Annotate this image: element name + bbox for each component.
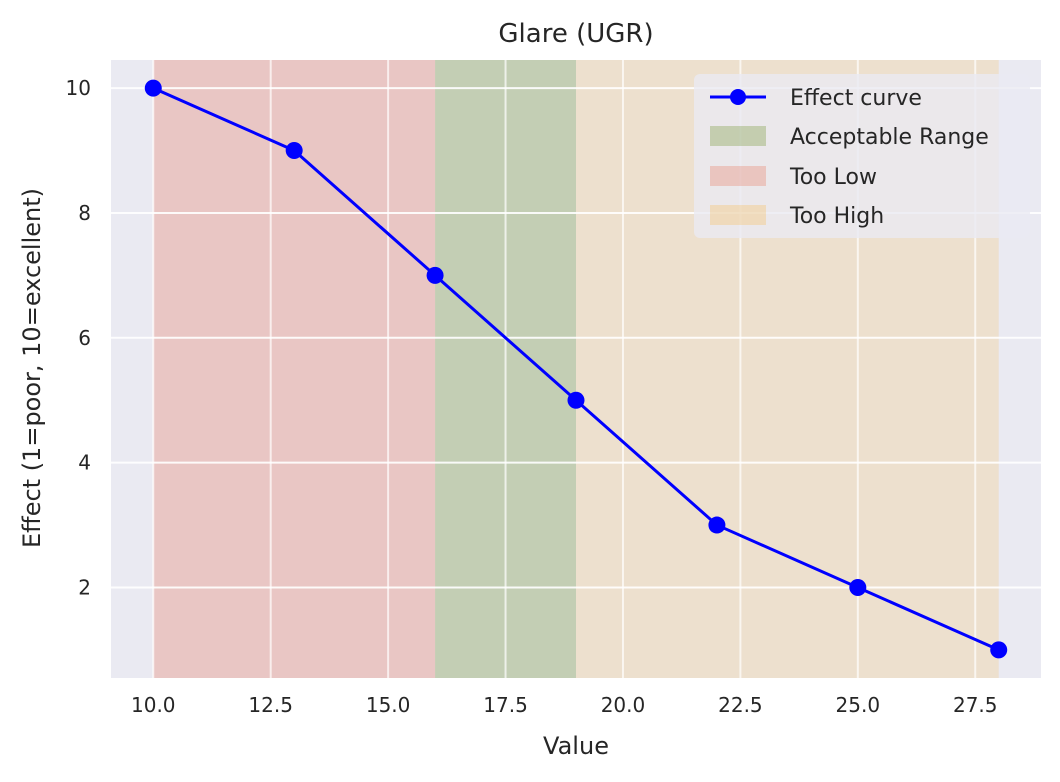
y-tick-label: 4 <box>78 451 91 475</box>
x-axis-label: Value <box>543 732 609 760</box>
data-point <box>426 266 444 284</box>
legend-label-too-high: Too High <box>789 204 884 229</box>
legend-label-effect-curve: Effect curve <box>790 86 922 111</box>
y-tick-label: 8 <box>78 201 91 225</box>
y-tick-label: 6 <box>78 326 91 350</box>
x-tick-label: 22.5 <box>718 693 763 717</box>
series-layer <box>144 79 1008 659</box>
legend-swatch-acceptable-range <box>710 126 766 146</box>
legend-swatch-too-low <box>710 166 766 186</box>
legend-frame <box>694 74 1030 238</box>
legend-label-too-low: Too Low <box>789 165 877 190</box>
grid-layer <box>111 60 1041 678</box>
legend-marker-effect-curve <box>730 89 746 105</box>
x-tick-label: 25.0 <box>836 693 881 717</box>
y-tick-label: 10 <box>66 76 91 100</box>
chart-title: Glare (UGR) <box>498 19 653 49</box>
ticks-layer: 10.0 12.5 15.0 17.5 20.0 22.5 25.0 27.5 2 4 6 8 10 <box>66 76 998 717</box>
legend: Effect curve Acceptable Range Too Low To… <box>694 74 1030 238</box>
x-tick-label: 20.0 <box>601 693 646 717</box>
x-tick-label: 10.0 <box>131 693 176 717</box>
x-tick-label: 12.5 <box>248 693 293 717</box>
data-point <box>144 79 162 97</box>
y-axis-label: Effect (1=poor, 10=excellent) <box>18 188 46 548</box>
data-point <box>708 516 726 534</box>
legend-label-acceptable-range: Acceptable Range <box>790 125 989 150</box>
data-point <box>990 641 1008 659</box>
x-tick-label: 17.5 <box>483 693 528 717</box>
y-tick-label: 2 <box>78 575 91 599</box>
data-point <box>849 578 867 596</box>
x-tick-label: 15.0 <box>366 693 411 717</box>
data-point <box>567 391 585 409</box>
data-point <box>285 142 303 160</box>
legend-swatch-too-high <box>710 205 766 225</box>
x-tick-label: 27.5 <box>953 693 998 717</box>
